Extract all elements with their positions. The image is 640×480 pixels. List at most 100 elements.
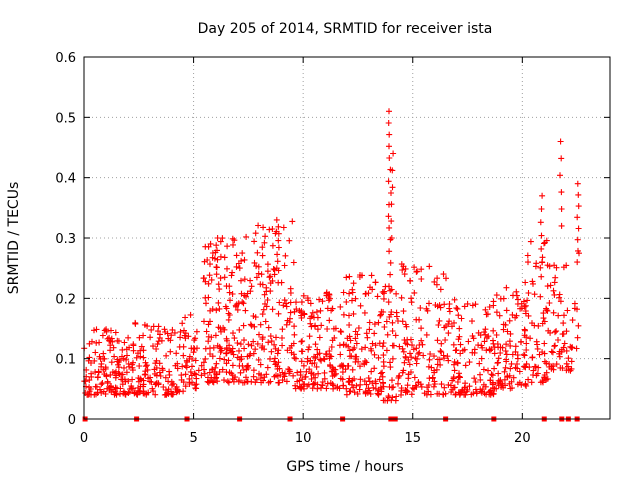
data-point	[177, 328, 184, 335]
data-point	[287, 345, 293, 351]
data-point	[433, 281, 440, 288]
data-point	[451, 361, 457, 368]
data-point	[368, 272, 375, 279]
data-point	[150, 388, 157, 395]
data-point	[377, 370, 384, 377]
data-point	[180, 388, 187, 395]
data-point	[322, 350, 329, 357]
data-point	[173, 383, 180, 390]
data-point	[291, 331, 298, 338]
data-point	[267, 378, 274, 385]
data-point	[297, 372, 304, 379]
data-point	[108, 359, 115, 366]
data-point	[353, 340, 360, 347]
data-point	[558, 155, 565, 162]
data-point	[558, 348, 565, 355]
data-point	[265, 339, 272, 346]
data-point	[544, 283, 551, 290]
data-point	[548, 363, 555, 370]
data-point	[387, 259, 394, 266]
data-point	[350, 280, 357, 287]
data-point	[350, 384, 357, 391]
data-point	[395, 380, 401, 387]
data-point	[264, 261, 271, 268]
data-point	[521, 352, 528, 359]
data-point	[218, 328, 224, 335]
data-point	[380, 295, 387, 302]
data-point	[540, 315, 547, 322]
data-point	[437, 304, 444, 311]
data-point	[408, 354, 415, 361]
data-point	[498, 380, 505, 387]
data-point	[558, 206, 565, 212]
data-point	[377, 384, 384, 391]
data-point	[346, 388, 353, 395]
data-point	[415, 350, 422, 357]
data-point	[314, 346, 321, 353]
data-point	[451, 384, 458, 391]
data-point	[575, 322, 582, 329]
data-point	[129, 376, 136, 383]
data-point	[281, 297, 288, 304]
data-point	[205, 374, 211, 381]
data-point	[386, 248, 393, 255]
data-point	[385, 213, 392, 220]
data-point	[137, 389, 144, 395]
data-point	[426, 375, 433, 382]
data-point	[396, 343, 403, 350]
data-point	[179, 363, 186, 370]
data-point	[366, 378, 373, 385]
data-point	[108, 327, 114, 334]
data-point	[291, 354, 298, 361]
data-point	[223, 305, 230, 312]
data-point	[125, 390, 132, 396]
data-point	[260, 224, 267, 231]
data-point	[264, 268, 271, 275]
data-point	[399, 318, 406, 325]
data-point	[92, 349, 99, 356]
data-point	[389, 342, 396, 349]
data-points	[81, 108, 582, 404]
data-point	[430, 383, 437, 390]
data-point	[241, 337, 247, 344]
data-point	[383, 347, 390, 354]
data-point	[524, 252, 531, 259]
data-point	[207, 240, 214, 247]
data-point	[574, 259, 581, 266]
data-point	[477, 376, 484, 383]
data-point	[119, 376, 126, 383]
data-point	[417, 305, 424, 311]
data-point	[258, 271, 265, 278]
data-point	[343, 391, 350, 398]
data-point	[383, 318, 390, 325]
data-point	[282, 252, 289, 259]
data-point	[304, 358, 311, 365]
data-point	[321, 356, 328, 363]
data-point	[402, 389, 409, 396]
data-point	[392, 332, 399, 339]
data-point	[146, 378, 153, 385]
data-point	[563, 347, 570, 354]
data-point	[463, 388, 470, 395]
data-point	[418, 383, 425, 390]
data-point	[399, 369, 406, 376]
data-point	[509, 385, 515, 391]
data-point	[187, 311, 194, 318]
data-point	[411, 289, 418, 296]
data-point	[318, 357, 325, 364]
data-point	[273, 265, 280, 272]
data-point	[346, 290, 353, 297]
data-point	[402, 340, 409, 347]
data-point	[450, 375, 457, 382]
data-point	[288, 349, 295, 356]
data-point	[520, 298, 527, 305]
data-point	[549, 349, 556, 356]
data-point	[393, 290, 400, 297]
data-point	[537, 379, 544, 386]
data-point	[423, 331, 430, 338]
data-point	[575, 191, 582, 198]
data-point	[255, 356, 262, 363]
data-point	[259, 336, 266, 343]
data-point	[386, 394, 392, 401]
data-point	[124, 352, 130, 359]
